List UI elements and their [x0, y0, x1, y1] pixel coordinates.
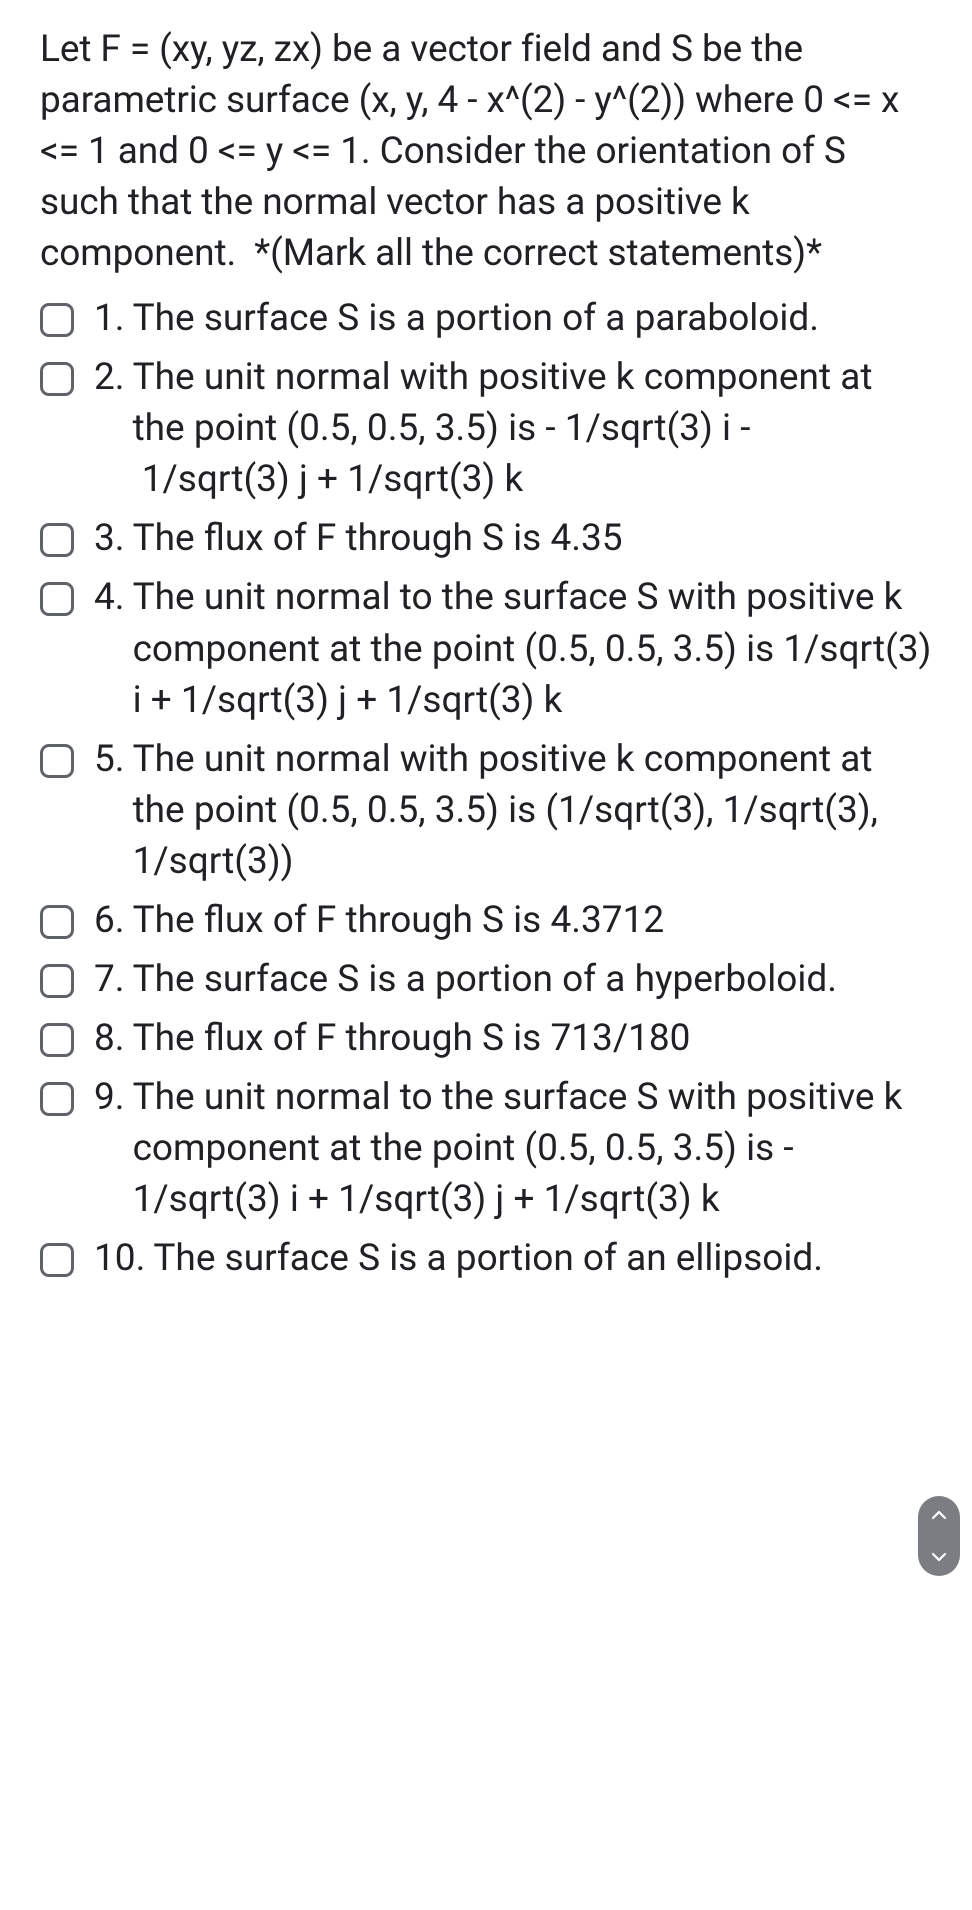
checkbox[interactable]	[40, 744, 74, 778]
option-text: The unit normal to the surface S with po…	[133, 572, 932, 725]
option-text: The unit normal with positive k componen…	[133, 352, 932, 505]
option-row[interactable]: 7.The surface S is a portion of a hyperb…	[40, 950, 932, 1009]
option-number: 5.	[94, 734, 125, 785]
option-number: 8.	[94, 1013, 125, 1064]
checkbox[interactable]	[40, 1243, 74, 1277]
option-row[interactable]: 5.The unit normal with positive k compon…	[40, 730, 932, 891]
checkbox[interactable]	[40, 523, 74, 557]
option-number: 10.	[94, 1233, 145, 1284]
option-text: The flux of F through S is 4.35	[133, 513, 932, 564]
checkbox[interactable]	[40, 1082, 74, 1116]
option-number: 7.	[94, 954, 125, 1005]
question-text: Let F = (xy, yz, zx) be a vector field a…	[40, 24, 932, 279]
option-number: 2.	[94, 352, 125, 403]
option-row[interactable]: 1.The surface S is a portion of a parabo…	[40, 289, 932, 348]
scroll-handle[interactable]	[918, 1496, 960, 1576]
option-text: The surface S is a portion of an ellipso…	[153, 1233, 932, 1284]
checkbox[interactable]	[40, 1023, 74, 1057]
checkbox[interactable]	[40, 964, 74, 998]
option-text: The unit normal to the surface S with po…	[133, 1072, 932, 1225]
option-text: The unit normal with positive k componen…	[133, 734, 932, 887]
option-number: 1.	[94, 293, 125, 344]
checkbox[interactable]	[40, 905, 74, 939]
option-row[interactable]: 3.The flux of F through S is 4.35	[40, 509, 932, 568]
option-number: 6.	[94, 895, 125, 946]
option-row[interactable]: 6.The flux of F through S is 4.3712	[40, 891, 932, 950]
option-text: The flux of F through S is 4.3712	[133, 895, 932, 946]
chevron-up-icon	[931, 1510, 947, 1520]
checkbox[interactable]	[40, 582, 74, 616]
option-row[interactable]: 10.The surface S is a portion of an elli…	[40, 1229, 932, 1288]
option-number: 3.	[94, 513, 125, 564]
option-row[interactable]: 4.The unit normal to the surface S with …	[40, 568, 932, 729]
option-text: The flux of F through S is 713/180	[133, 1013, 932, 1064]
option-text: The surface S is a portion of a parabolo…	[133, 293, 932, 344]
option-number: 9.	[94, 1072, 125, 1123]
option-text: The surface S is a portion of a hyperbol…	[133, 954, 932, 1005]
chevron-down-icon	[931, 1552, 947, 1562]
checkbox[interactable]	[40, 362, 74, 396]
option-row[interactable]: 8.The flux of F through S is 713/180	[40, 1009, 932, 1068]
option-number: 4.	[94, 572, 125, 623]
options-list: 1.The surface S is a portion of a parabo…	[40, 289, 932, 1288]
option-row[interactable]: 9.The unit normal to the surface S with …	[40, 1068, 932, 1229]
option-row[interactable]: 2.The unit normal with positive k compon…	[40, 348, 932, 509]
checkbox[interactable]	[40, 303, 74, 337]
